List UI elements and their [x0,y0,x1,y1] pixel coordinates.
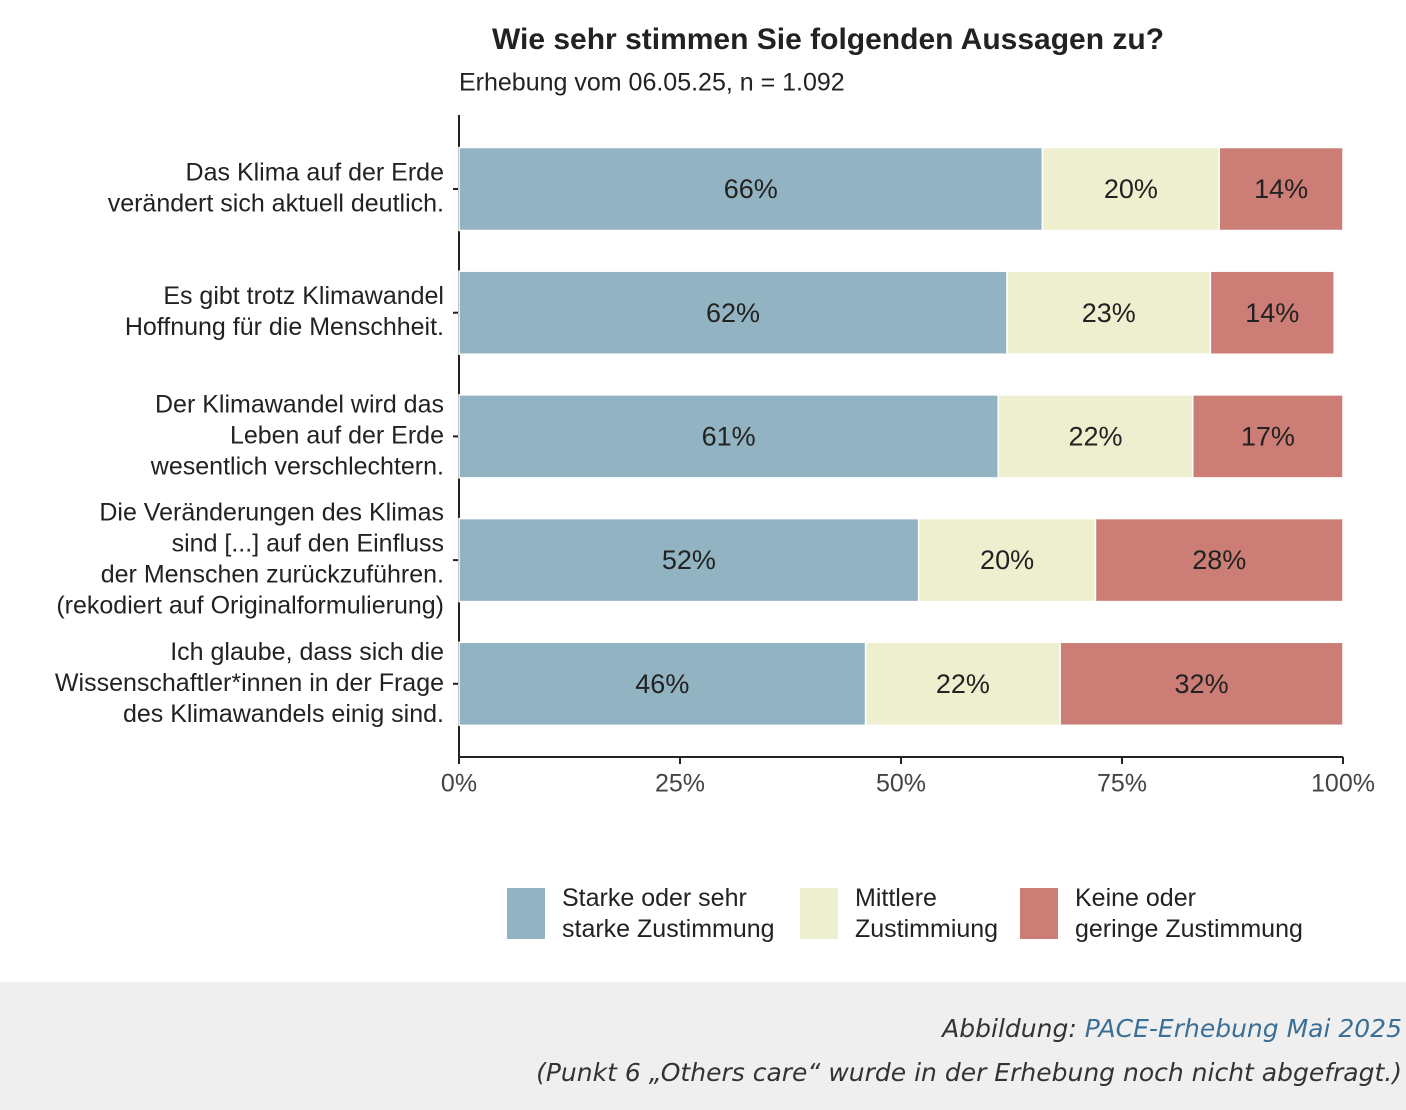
x-tick-label: 100% [1311,770,1375,798]
value-label: 46% [635,669,689,699]
chart-title: Wie sehr stimmen Sie folgenden Aussagen … [492,23,1164,56]
bar-segment [458,146,1044,232]
caption-prefix: Abbildung: [942,1014,1077,1043]
category-label: Die Veränderungen des Klimas sind [...] a… [56,498,444,619]
legend-label: Keine oder geringe Zustimmung [1075,884,1303,943]
x-tick-label: 50% [876,770,926,798]
bar-segment [1041,146,1220,232]
legend-swatch [1020,888,1058,939]
bar-segment [458,270,1008,355]
category-label: Ich glaube, dass sich die Wissenschaftler… [55,637,444,727]
value-label: 23% [1082,298,1136,328]
legend-label: Starke oder sehr starke Zustimmung [562,884,775,943]
value-label: 32% [1175,669,1229,699]
value-label: 62% [706,298,760,328]
bar-segment [1006,270,1212,355]
x-tick-label: 75% [1097,770,1147,798]
value-label: 14% [1245,298,1299,328]
bar-segment [1218,146,1344,232]
bar-segment [458,517,920,603]
value-label: 22% [936,669,990,699]
value-label: 52% [662,545,716,575]
x-tick-label: 25% [655,770,705,798]
caption-note: (Punkt 6 „Others care“ wurde in der Erhe… [536,1058,1402,1087]
x-tick-label: 0% [441,770,477,798]
bar-segment [917,517,1097,603]
bar-segment [864,641,1061,727]
value-label: 17% [1241,422,1295,452]
value-label: 20% [980,545,1034,575]
value-label: 22% [1068,422,1122,452]
bar-segment [458,394,999,479]
chart-subtitle: Erhebung vom 06.05.25, n = 1.092 [459,69,845,97]
value-label: 66% [724,174,778,204]
value-label: 61% [702,422,756,452]
chart: Wie sehr stimmen Sie folgenden Aussagen … [55,23,1375,943]
caption-line: Abbildung: PACE-Erhebung Mai 2025 [942,1014,1402,1043]
value-label: 20% [1104,174,1158,204]
caption: Abbildung: PACE-Erhebung Mai 2025 (Punkt… [0,982,1406,1110]
bar-segment [997,394,1194,479]
caption-link[interactable]: PACE-Erhebung Mai 2025 [1084,1014,1402,1043]
bar-segment [1094,517,1344,603]
legend-swatch [800,888,838,939]
value-label: 14% [1254,174,1308,204]
category-label: Es gibt trotz Klimawandel Hoffnung für di… [125,282,444,341]
bar-segment [1191,394,1344,479]
category-label: Das Klima auf der Erde verändert sich akt… [108,158,444,217]
legend-label: Mittlere Zustimmiung [855,884,998,943]
bar-segment [1209,270,1335,355]
bar-segment [1059,641,1344,727]
legend-swatch [507,888,545,939]
value-label: 28% [1192,545,1246,575]
category-label: Der Klimawandel wird das Leben auf der Er… [150,390,444,480]
bar-segment [458,641,867,727]
